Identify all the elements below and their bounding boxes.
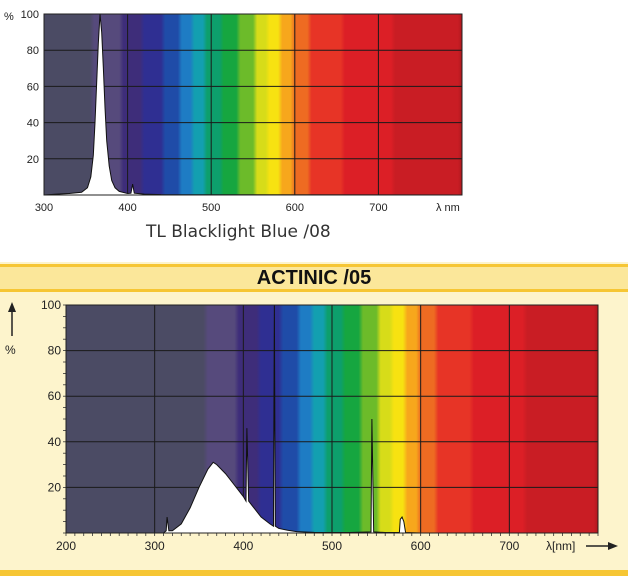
chart2-title-bar: ACTINIC /05	[0, 264, 628, 292]
x-tick-label: 300	[145, 539, 165, 553]
x-tick-label: 300	[35, 202, 53, 214]
y-tick-label: 20	[27, 154, 39, 166]
y-axis-label: %	[4, 11, 14, 23]
y-axis-arrowhead	[8, 302, 16, 312]
plot-frame	[43, 13, 463, 196]
y-tick-label: 40	[48, 435, 62, 449]
x-tick-label: 700	[369, 202, 387, 214]
y-tick-label: 80	[27, 45, 39, 57]
chart1-caption: TL Blacklight Blue /08	[146, 222, 331, 242]
y-tick-label: 40	[27, 118, 39, 130]
x-tick-label: 200	[56, 539, 76, 553]
x-axis-arrowhead	[608, 542, 618, 550]
plot-frame	[65, 304, 599, 534]
spectrum-background	[44, 14, 462, 195]
y-axis-label: %	[5, 343, 16, 357]
spectrum-series-area	[162, 304, 598, 534]
x-tick-label: 600	[411, 539, 431, 553]
x-axis-label: λ nm	[436, 202, 460, 214]
y-tick-label: 100	[41, 298, 61, 312]
x-tick-label: 700	[499, 539, 519, 553]
chart2-title: ACTINIC /05	[256, 267, 372, 289]
blacklight-chart: 300 400 500 600 700 20 40 60 80 100% λ nm	[4, 9, 463, 214]
spectrum-series-area	[43, 13, 463, 196]
x-tick-label: 400	[233, 539, 253, 553]
x-tick-label: 500	[322, 539, 342, 553]
x-tick-label: 500	[202, 202, 220, 214]
x-axis-label: λ[nm]	[546, 539, 575, 553]
y-tick-label: 80	[48, 344, 62, 358]
y-tick-label: 20	[48, 480, 62, 494]
actinic-chart: 200 300 400 500 600 700 20 40 60 80 100% λ[nm]	[5, 298, 618, 553]
y-tick-label: 60	[27, 81, 39, 93]
x-tick-label: 600	[286, 202, 304, 214]
y-tick-label: 60	[48, 389, 62, 403]
x-tick-label: 400	[118, 202, 136, 214]
y-tick-label: 100	[21, 9, 39, 21]
bottom-stripe	[0, 570, 628, 576]
